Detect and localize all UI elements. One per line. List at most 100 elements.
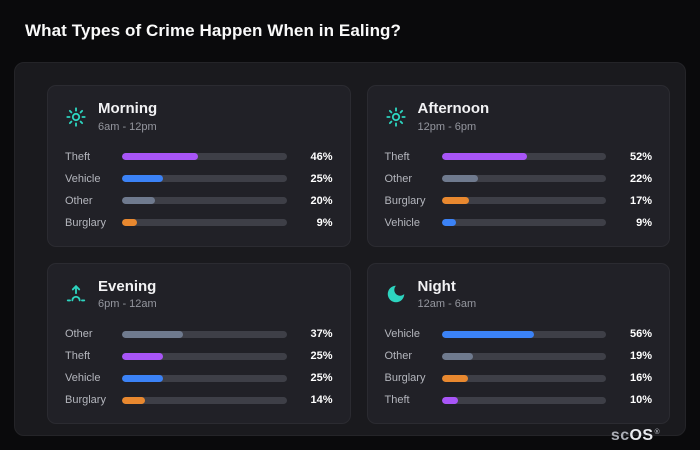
bar-fill (122, 352, 164, 360)
bar-fill (122, 374, 164, 382)
bar-row-label: Burglary (65, 394, 106, 406)
bar-row: Other 22% (385, 168, 653, 190)
bar-row-label: Vehicle (65, 172, 101, 185)
bar-track (122, 197, 287, 204)
bar-row-label: Burglary (384, 194, 426, 207)
bar-row: Burglary 17% (385, 190, 653, 212)
bar-fill (441, 374, 468, 382)
bar-fill (441, 175, 478, 182)
bar-row-label: Theft (65, 150, 91, 163)
panel-night-titles: Night 12am - 6am (417, 277, 477, 310)
bar-row: Theft 52% (385, 146, 653, 168)
bar-row-label: Other (65, 328, 93, 340)
panel-subtitle: 6pm - 12am (98, 298, 157, 310)
bar-track (122, 153, 287, 160)
sun-icon (385, 106, 407, 128)
bar-row-label: Vehicle (65, 372, 101, 384)
bar-fill (122, 330, 183, 338)
bar-row: Burglary 14% (65, 389, 333, 411)
bar-row-value: 20% (310, 194, 333, 207)
bar-row: Vehicle 25% (65, 367, 333, 389)
bar-row-value: 10% (629, 394, 652, 406)
bar-row-label: Other (65, 194, 93, 207)
bar-row-label: Other (384, 350, 413, 362)
bar-row: Theft 25% (65, 345, 333, 367)
chart-board: Morning 6am - 12pm Theft 46% Vehicle 25% (14, 62, 686, 444)
bar-fill (122, 396, 146, 404)
panel-subtitle: 12pm - 6pm (417, 120, 477, 133)
bar-track (122, 330, 287, 338)
bar-row-value: 25% (310, 350, 333, 362)
brand-logo: scOS® (611, 428, 660, 444)
bar-fill (441, 396, 458, 404)
bar-row-value: 9% (316, 216, 333, 229)
registered-mark: ® (654, 428, 660, 436)
bar-fill (441, 197, 470, 204)
panel-afternoon-header: Afternoon 12pm - 6pm (385, 100, 653, 133)
bar-fill (441, 352, 473, 360)
bar-row-value: 56% (629, 328, 652, 340)
bar-row-label: Theft (65, 350, 91, 362)
panel-title: Night (417, 277, 456, 295)
panel-title: Morning (98, 100, 158, 117)
bar-row: Vehicle 9% (385, 212, 653, 234)
bar-row-value: 52% (629, 150, 652, 163)
bar-row: Other 20% (65, 190, 333, 212)
bar-row: Other 37% (65, 323, 333, 345)
bar-row: Other 19% (385, 345, 653, 367)
bar-fill (122, 219, 137, 226)
brand-suffix: OS (629, 427, 654, 444)
bar-fill (122, 175, 164, 182)
bar-row-label: Vehicle (384, 216, 420, 229)
sun-icon (65, 106, 87, 128)
board-footer: scOS® (47, 424, 670, 446)
bar-track (441, 374, 606, 382)
panel-morning-header: Morning 6am - 12pm (65, 100, 333, 133)
bar-row: Vehicle 56% (385, 323, 653, 345)
bar-row: Burglary 9% (65, 212, 333, 234)
bar-row-value: 17% (629, 194, 652, 207)
bar-row: Theft 10% (385, 389, 653, 411)
bar-row-label: Vehicle (384, 328, 420, 340)
bar-track (122, 352, 287, 360)
bar-track (441, 352, 606, 360)
bar-row-label: Other (384, 172, 413, 185)
panel-grid: Morning 6am - 12pm Theft 46% Vehicle 25% (47, 85, 670, 424)
bar-row-label: Burglary (65, 216, 106, 229)
bar-track (122, 374, 287, 382)
bar-track (122, 219, 287, 226)
bar-rows: Vehicle 56% Other 19% Burglary 16% (385, 323, 653, 411)
bar-row-value: 14% (310, 394, 333, 406)
bar-rows: Theft 46% Vehicle 25% Other 20% (65, 146, 333, 234)
bar-rows: Theft 52% Other 22% Burglary 17% (385, 146, 653, 234)
bar-fill (441, 330, 534, 338)
bar-fill (122, 153, 198, 160)
bar-track (441, 330, 606, 338)
panel-morning: Morning 6am - 12pm Theft 46% Vehicle 25% (47, 85, 351, 247)
bar-track (441, 153, 606, 160)
bar-track (441, 396, 606, 404)
panel-evening-header: Evening 6pm - 12am (65, 278, 333, 310)
sunset-icon (65, 283, 87, 305)
page-title: What Types of Crime Happen When in Ealin… (25, 21, 402, 40)
panel-night-header: Night 12am - 6am (385, 277, 653, 310)
bar-row: Theft 46% (65, 146, 333, 168)
bar-row-value: 9% (636, 216, 652, 229)
bar-row: Vehicle 25% (65, 168, 333, 190)
bar-rows: Other 37% Theft 25% Vehicle 25% (65, 323, 333, 411)
bar-fill (441, 153, 528, 160)
bar-fill (122, 197, 155, 204)
bar-track (441, 219, 606, 226)
panel-subtitle: 12am - 6am (417, 298, 477, 310)
bar-track (122, 396, 287, 404)
bar-row-label: Theft (384, 394, 410, 406)
panel-evening: Evening 6pm - 12am Other 37% Theft 25% (47, 262, 351, 424)
bar-row-value: 19% (629, 350, 652, 362)
panel-afternoon-titles: Afternoon 12pm - 6pm (417, 100, 490, 133)
panel-night: Night 12am - 6am Vehicle 56% Other 19% (366, 262, 670, 424)
bar-track (122, 175, 287, 182)
bar-track (441, 175, 606, 182)
bar-row-value: 22% (629, 172, 652, 185)
bar-row-value: 37% (310, 328, 333, 340)
